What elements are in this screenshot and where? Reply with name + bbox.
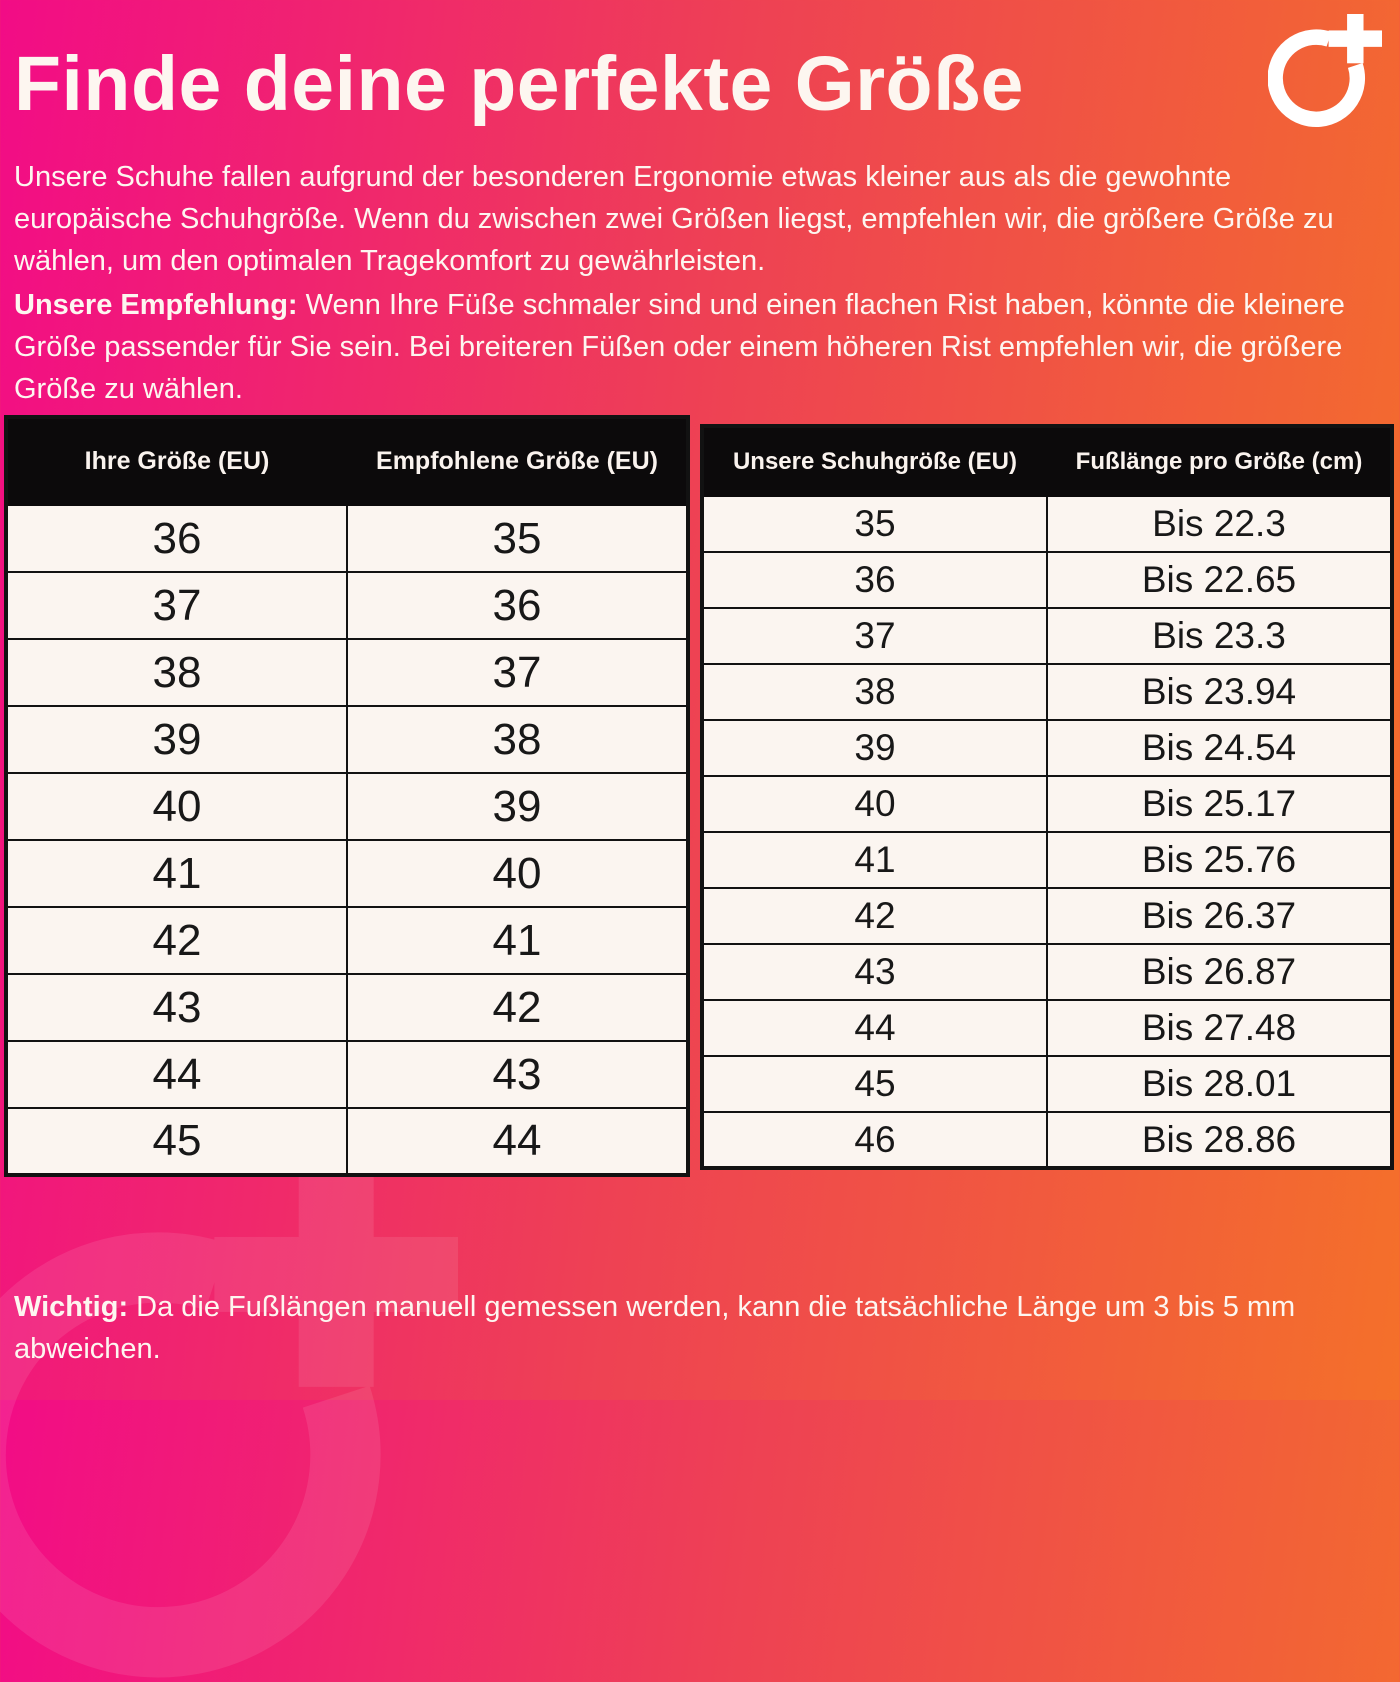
table-cell: Bis 24.54 — [1046, 719, 1393, 777]
table-cell: 35 — [701, 495, 1048, 553]
table-cell: 41 — [701, 831, 1048, 889]
column-header: Ihre Größe (EU) — [5, 416, 348, 506]
table-cell: Bis 28.01 — [1046, 1055, 1393, 1113]
table-row: 42 Bis 26.37 — [701, 887, 1393, 945]
table-cell: 44 — [346, 1107, 689, 1176]
important-note-body: Da die Fußlängen manuell gemessen werden… — [14, 1291, 1296, 1365]
table-row: 43 Bis 26.87 — [701, 943, 1393, 1001]
size-table-body: 36 35 37 36 38 37 39 38 40 39 41 40 42 41 43 42 44 43 45 44 — [5, 504, 689, 1176]
table-cell: 42 — [5, 906, 348, 975]
table-cell: 38 — [5, 638, 348, 707]
table-cell: 45 — [701, 1055, 1048, 1113]
table-cell: 43 — [701, 943, 1048, 1001]
table-cell: 40 — [5, 772, 348, 841]
table-cell: Bis 26.87 — [1046, 943, 1393, 1001]
recommendation-label: Unsere Empfehlung: — [14, 289, 298, 321]
table-cell: 37 — [346, 638, 689, 707]
table-row: 38 37 — [5, 638, 689, 707]
table-cell: 36 — [5, 504, 348, 573]
table-cell: Bis 22.65 — [1046, 551, 1393, 609]
table-cell: 35 — [346, 504, 689, 573]
table-row: 45 Bis 28.01 — [701, 1055, 1393, 1113]
important-note-label: Wichtig: — [14, 1291, 129, 1323]
recommendation-text: Unsere Empfehlung: Wenn Ihre Füße schmal… — [14, 284, 1370, 410]
table-cell: Bis 25.76 — [1046, 831, 1393, 889]
table-cell: 44 — [5, 1040, 348, 1109]
column-header: Empfohlene Größe (EU) — [346, 416, 689, 506]
table-cell: 41 — [5, 839, 348, 908]
table-cell: 46 — [701, 1111, 1048, 1169]
table-row: 36 Bis 22.65 — [701, 551, 1393, 609]
table-cell: Bis 28.86 — [1046, 1111, 1393, 1169]
table-row: 42 41 — [5, 906, 689, 975]
table-cell: 38 — [346, 705, 689, 774]
intro-text: Unsere Schuhe fallen aufgrund der besond… — [14, 161, 1334, 277]
size-conversion-table: Ihre Größe (EU) Empfohlene Größe (EU) 36 3… — [4, 415, 690, 1177]
table-row: 41 40 — [5, 839, 689, 908]
column-header: Unsere Schuhgröße (EU) — [701, 425, 1048, 497]
table-cell: Bis 27.48 — [1046, 999, 1393, 1057]
length-table-header: Unsere Schuhgröße (EU) Fußlänge pro Größe… — [701, 425, 1393, 497]
table-cell: 36 — [346, 571, 689, 640]
table-row: 46 Bis 28.86 — [701, 1111, 1393, 1169]
table-cell: 42 — [701, 887, 1048, 945]
table-cell: Bis 26.37 — [1046, 887, 1393, 945]
table-row: 36 35 — [5, 504, 689, 573]
table-row: 37 36 — [5, 571, 689, 640]
table-row: 41 Bis 25.76 — [701, 831, 1393, 889]
table-cell: 44 — [701, 999, 1048, 1057]
table-row: 43 42 — [5, 973, 689, 1042]
column-header: Fußlänge pro Größe (cm) — [1046, 425, 1393, 497]
table-cell: 37 — [5, 571, 348, 640]
length-table-body: 35 Bis 22.3 36 Bis 22.65 37 Bis 23.3 38 Bis 23.… — [701, 495, 1393, 1169]
table-row: 40 39 — [5, 772, 689, 841]
table-cell: Bis 23.94 — [1046, 663, 1393, 721]
table-cell: 42 — [346, 973, 689, 1042]
table-cell: 43 — [5, 973, 348, 1042]
size-table-header: Ihre Größe (EU) Empfohlene Größe (EU) — [5, 416, 689, 506]
important-note: Wichtig: Da die Fußlängen manuell gemess… — [14, 1286, 1374, 1370]
table-cell: 36 — [701, 551, 1048, 609]
table-row: 45 44 — [5, 1107, 689, 1176]
table-cell: Bis 23.3 — [1046, 607, 1393, 665]
recommendation-body: Wenn Ihre Füße schmaler sind und einen f… — [14, 289, 1345, 405]
table-cell: 41 — [346, 906, 689, 975]
table-row: 39 38 — [5, 705, 689, 774]
table-row: 39 Bis 24.54 — [701, 719, 1393, 777]
table-row: 37 Bis 23.3 — [701, 607, 1393, 665]
table-row: 44 Bis 27.48 — [701, 999, 1393, 1057]
table-cell: 38 — [701, 663, 1048, 721]
table-cell: Bis 22.3 — [1046, 495, 1393, 553]
table-row: 35 Bis 22.3 — [701, 495, 1393, 553]
table-cell: Bis 25.17 — [1046, 775, 1393, 833]
table-cell: 39 — [5, 705, 348, 774]
table-cell: 39 — [346, 772, 689, 841]
foot-length-table: Unsere Schuhgröße (EU) Fußlänge pro Größe… — [700, 424, 1394, 1170]
table-cell: 40 — [701, 775, 1048, 833]
page-title: Finde deine perfekte Größe — [14, 41, 1024, 127]
circle-plus-logo-icon — [1268, 14, 1382, 127]
table-cell: 37 — [701, 607, 1048, 665]
table-cell: 45 — [5, 1107, 348, 1176]
table-row: 40 Bis 25.17 — [701, 775, 1393, 833]
table-row: 44 43 — [5, 1040, 689, 1109]
table-row: 38 Bis 23.94 — [701, 663, 1393, 721]
table-cell: 39 — [701, 719, 1048, 777]
table-cell: 40 — [346, 839, 689, 908]
circle-plus-watermark-icon — [0, 1162, 458, 1678]
table-cell: 43 — [346, 1040, 689, 1109]
